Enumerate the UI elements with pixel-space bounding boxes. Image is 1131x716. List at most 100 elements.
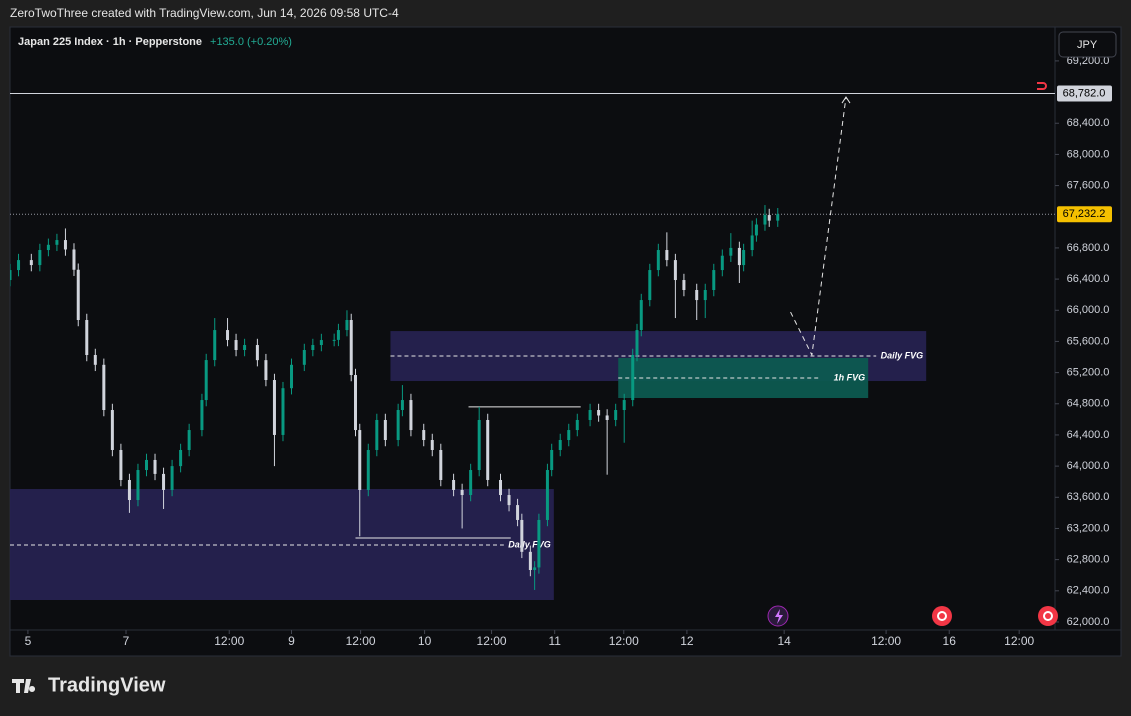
candle-body [460,489,464,496]
x-tick-label: 7 [123,634,130,648]
candle-body [170,466,174,490]
candle-body [93,354,97,365]
candle-body [439,449,443,480]
fvg-zone [10,489,554,600]
candle-body [187,430,191,450]
candle-body [499,479,503,496]
candle-body [597,410,601,416]
candle-body [537,519,541,568]
y-tick-label: 62,800.0 [1067,554,1110,566]
candle-body [17,260,21,271]
y-tick-label: 65,200.0 [1067,367,1110,379]
x-tick-label: 16 [943,634,957,648]
y-tick-label: 68,400.0 [1067,117,1110,129]
event-icon-dot [1045,613,1051,619]
x-tick-label: 12:00 [1004,634,1034,648]
candle-body [76,269,80,321]
candle-body [550,449,554,471]
candle-body [264,360,268,381]
candle-body [46,244,50,251]
candle-body [153,459,157,474]
candle-body [336,330,340,340]
candle-body [290,364,294,389]
axes: 62,000.0 62,400.0 62,800.0 63,200.0 63,600.0… [25,55,1112,648]
candle-body [243,345,247,351]
candle-body [38,250,42,266]
candle-body [10,270,12,281]
candle-body [776,214,780,221]
candle-body [486,419,490,480]
candle-body [127,479,131,501]
price-label: 68,782.0 [1063,87,1106,99]
candle-body [635,330,639,355]
candle-body [533,567,537,570]
candle-body [162,473,166,490]
candle-body [281,388,285,435]
candle-body [469,470,473,496]
currency-button[interactable] [1058,31,1117,58]
x-tick-label: 10 [418,634,432,648]
lightning-glyph [775,609,783,624]
candle-body [179,449,183,467]
event-icon-dot [939,613,945,619]
tv-logo-mark [12,679,36,693]
candle-body [575,419,579,431]
candle-body [567,430,571,441]
fvg-label: Daily FVG [881,350,924,360]
candle-body [422,430,426,441]
candle-body [383,419,387,441]
candle-body [396,410,400,441]
candle-body [332,339,336,341]
candle-body [520,519,524,552]
candle-body [588,410,592,420]
fvg-label: Daily FVG [508,539,551,549]
candle-body [558,440,562,450]
x-tick-label: 11 [548,634,561,648]
candle-body [673,260,677,281]
y-tick-label: 67,600.0 [1067,179,1110,191]
candle-body [400,400,404,411]
candle-body [648,270,652,301]
projection-path [790,96,847,357]
candle-body [622,400,626,411]
candle-body [430,440,434,450]
candle-body [712,270,716,291]
y-tick-label: 63,600.0 [1067,491,1110,503]
candle-body [545,470,549,520]
y-tick-label: 66,000.0 [1067,304,1110,316]
candle-body [63,240,67,250]
tv-logo-text: TradingView [48,674,166,696]
y-tick-label: 64,000.0 [1067,460,1110,472]
fvg-zone [618,358,869,399]
candle-body [614,410,618,420]
candle-body [319,340,323,346]
y-tick-label: 63,200.0 [1067,522,1110,534]
candle-body [144,459,148,471]
y-tick-label: 68,000.0 [1067,148,1110,160]
x-tick-label: 12 [680,634,694,648]
magnet-icon[interactable] [1037,82,1047,90]
candle-body [375,419,379,450]
x-tick-label: 5 [25,634,32,648]
candle-body [656,250,660,271]
y-tick-label: 62,000.0 [1067,616,1110,628]
symbol-title: Japan 225 Index · 1h · Pepperstone [18,36,202,48]
candle-body [213,330,217,361]
candle-body [639,300,643,331]
candle-body [409,400,413,431]
x-tick-label: 14 [777,634,791,648]
price-change: +135.0 (+0.20%) [210,36,292,48]
candle-body [255,345,259,361]
price-label-bg [1057,206,1112,223]
candle-body [29,260,33,266]
candle-body [102,364,106,411]
candle-body [119,449,123,480]
candle-body [345,320,349,331]
y-tick-label: 66,400.0 [1067,273,1110,285]
candle-body [750,235,754,251]
fvg-label: 1h FVG [834,372,866,382]
x-tick-label: 12:00 [609,634,639,648]
candle-body [516,505,520,520]
candle-body [204,360,208,401]
